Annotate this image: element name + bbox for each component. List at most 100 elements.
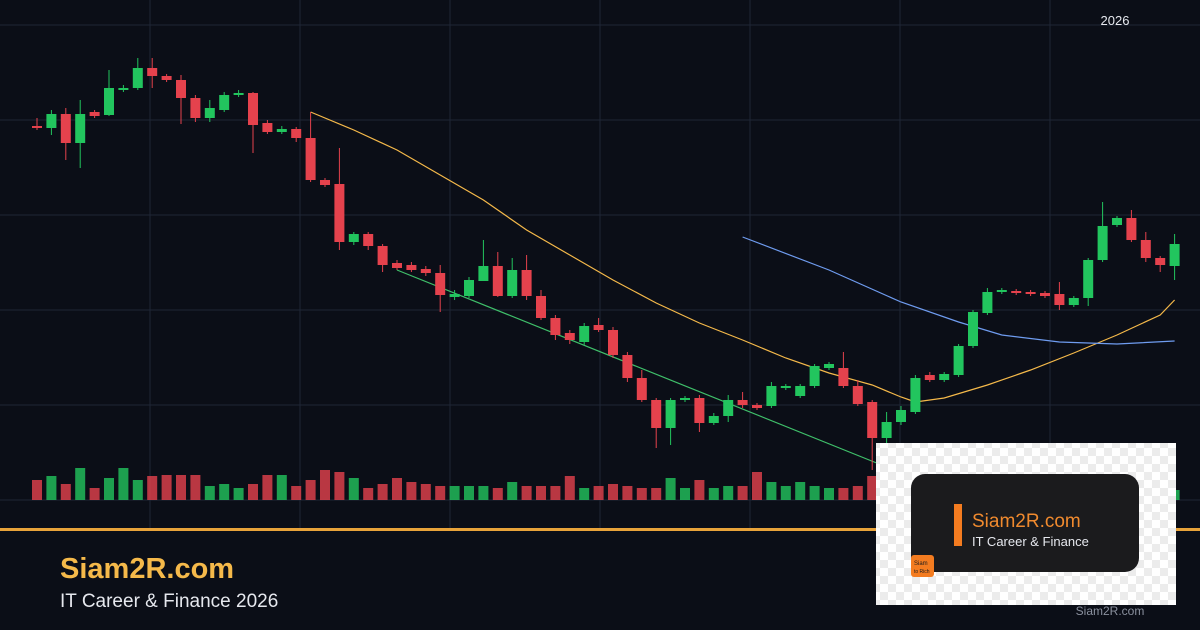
volume-bar — [161, 475, 172, 500]
candle-body — [939, 374, 950, 380]
logo-bar — [954, 504, 962, 546]
volume-bar — [521, 486, 532, 500]
candle-body — [233, 93, 244, 95]
candle-body — [780, 386, 791, 388]
volume-bar — [219, 484, 230, 500]
candle-body — [248, 93, 258, 125]
volume-bar — [435, 486, 446, 500]
volume-bar — [867, 476, 878, 500]
period-label: 2026 — [1101, 13, 1130, 28]
volume-bar — [392, 478, 402, 500]
volume-bar — [363, 488, 374, 500]
candle-body — [636, 378, 647, 400]
candle-body — [1054, 294, 1065, 305]
candle-body — [1011, 291, 1022, 293]
volume-bar — [708, 488, 719, 500]
volume-bar — [118, 468, 129, 500]
volume-bar — [75, 468, 86, 500]
volume-bar — [723, 486, 734, 500]
candle-body — [824, 364, 834, 368]
volume-bar — [305, 480, 316, 500]
candle-body — [262, 123, 273, 132]
volume-bar — [104, 478, 114, 500]
candle-body — [204, 108, 215, 118]
candle-body — [132, 68, 143, 88]
candle-body — [881, 422, 892, 438]
volume-bar — [608, 484, 618, 500]
candle-body — [680, 398, 690, 400]
volume-bar — [204, 486, 215, 500]
candle-body — [291, 129, 302, 138]
candle-body — [953, 346, 964, 375]
volume-bar — [507, 482, 518, 500]
candle-body — [1112, 218, 1122, 225]
volume-bar — [752, 472, 762, 500]
candle-body — [1126, 218, 1137, 240]
candle-body — [795, 386, 806, 396]
candle-body — [348, 234, 359, 242]
candle-body — [75, 114, 86, 143]
candle-body — [464, 280, 474, 296]
candle-body — [579, 326, 590, 342]
candle-body — [392, 263, 402, 268]
candle-body — [320, 180, 330, 185]
volume-bar — [190, 475, 201, 500]
volume-bar — [780, 486, 791, 500]
volume-bar — [46, 476, 57, 500]
volume-bar — [737, 486, 748, 500]
candle-body — [32, 126, 42, 128]
volume-bar — [852, 486, 863, 500]
candle-body — [420, 269, 431, 273]
volume-bar — [276, 475, 287, 500]
volume-bar — [406, 482, 417, 500]
watermark: Siam2R.com — [1076, 604, 1145, 618]
candle-body — [1040, 293, 1050, 296]
candle-body — [896, 410, 906, 422]
candle-body — [982, 292, 993, 313]
candle-body — [968, 312, 978, 346]
volume-bar — [262, 475, 273, 500]
badge — [911, 555, 934, 577]
tagline: IT Career & Finance 2026 — [60, 591, 278, 612]
volume-bar — [464, 486, 474, 500]
volume-bar — [564, 476, 575, 500]
candle-body — [305, 138, 316, 180]
candle-body — [1025, 292, 1036, 294]
volume-bar — [766, 482, 777, 500]
volume-bar — [233, 488, 244, 500]
candle-body — [507, 270, 518, 296]
volume-bar — [334, 472, 345, 500]
logo-card — [911, 474, 1139, 572]
candle-body — [550, 318, 561, 335]
candle-body — [478, 266, 489, 281]
candle-body — [1097, 226, 1108, 260]
volume-bar — [420, 484, 431, 500]
candle-body — [406, 265, 417, 270]
candle-body — [608, 330, 618, 355]
candle-body — [449, 294, 460, 297]
candle-body — [838, 368, 849, 386]
badge-top: Siam — [914, 561, 928, 567]
candle-body — [1083, 260, 1094, 298]
volume-bar — [809, 486, 820, 500]
candle-body — [118, 88, 129, 90]
candle-body — [219, 95, 230, 110]
volume-bar — [550, 486, 561, 500]
candle-body — [1068, 298, 1079, 305]
volume-bar — [680, 488, 690, 500]
volume-bar — [536, 486, 546, 500]
candle-body — [161, 76, 172, 80]
volume-bar — [147, 476, 158, 500]
candle-body — [593, 325, 604, 330]
candle-body — [536, 296, 546, 318]
volume-bar — [291, 486, 302, 500]
candle-body — [723, 400, 734, 416]
candle-body — [1169, 244, 1180, 266]
candle-body — [363, 234, 374, 246]
volume-bar — [492, 488, 503, 500]
candle-body — [996, 290, 1007, 292]
volume-bar — [636, 488, 647, 500]
candle-body — [622, 355, 633, 378]
